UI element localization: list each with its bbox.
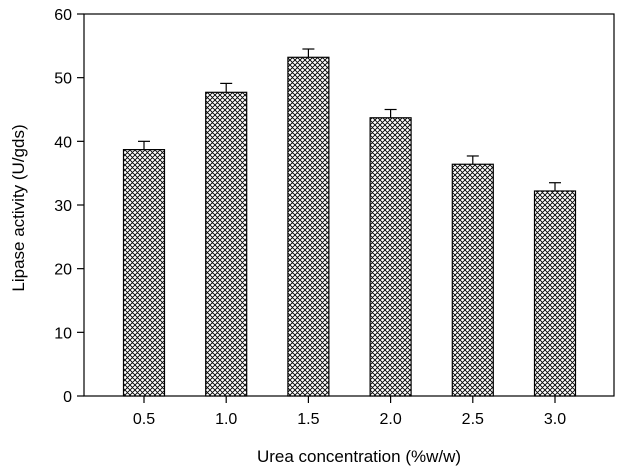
x-tick-label: 2.0 xyxy=(379,411,401,428)
y-tick-label: 40 xyxy=(54,134,72,151)
bar xyxy=(122,149,166,397)
x-tick-label: 3.0 xyxy=(544,411,566,428)
bar xyxy=(369,117,412,397)
y-tick-label: 30 xyxy=(54,198,72,215)
x-tick-label: 1.5 xyxy=(297,411,319,428)
y-tick-label: 60 xyxy=(54,7,72,24)
y-tick-label: 20 xyxy=(54,262,72,279)
y-tick-label: 0 xyxy=(63,389,72,406)
x-axis-label: Urea concentration (%w/w) xyxy=(257,447,461,466)
bar xyxy=(287,56,330,397)
x-tick-label: 1.0 xyxy=(215,411,237,428)
y-axis-label: Lipase activity (U/gds) xyxy=(9,124,28,291)
x-tick-label: 0.5 xyxy=(133,411,155,428)
bar xyxy=(451,163,494,397)
bar xyxy=(533,190,577,397)
y-tick-label: 50 xyxy=(54,71,72,88)
bar xyxy=(205,91,248,397)
plot-area: 0 10 20 30 40 50 60 0.5 1.0 1.5 2.0 2.5 3.0 xyxy=(54,7,615,428)
x-tick-label: 2.5 xyxy=(462,411,484,428)
y-tick-label: 10 xyxy=(54,325,72,342)
